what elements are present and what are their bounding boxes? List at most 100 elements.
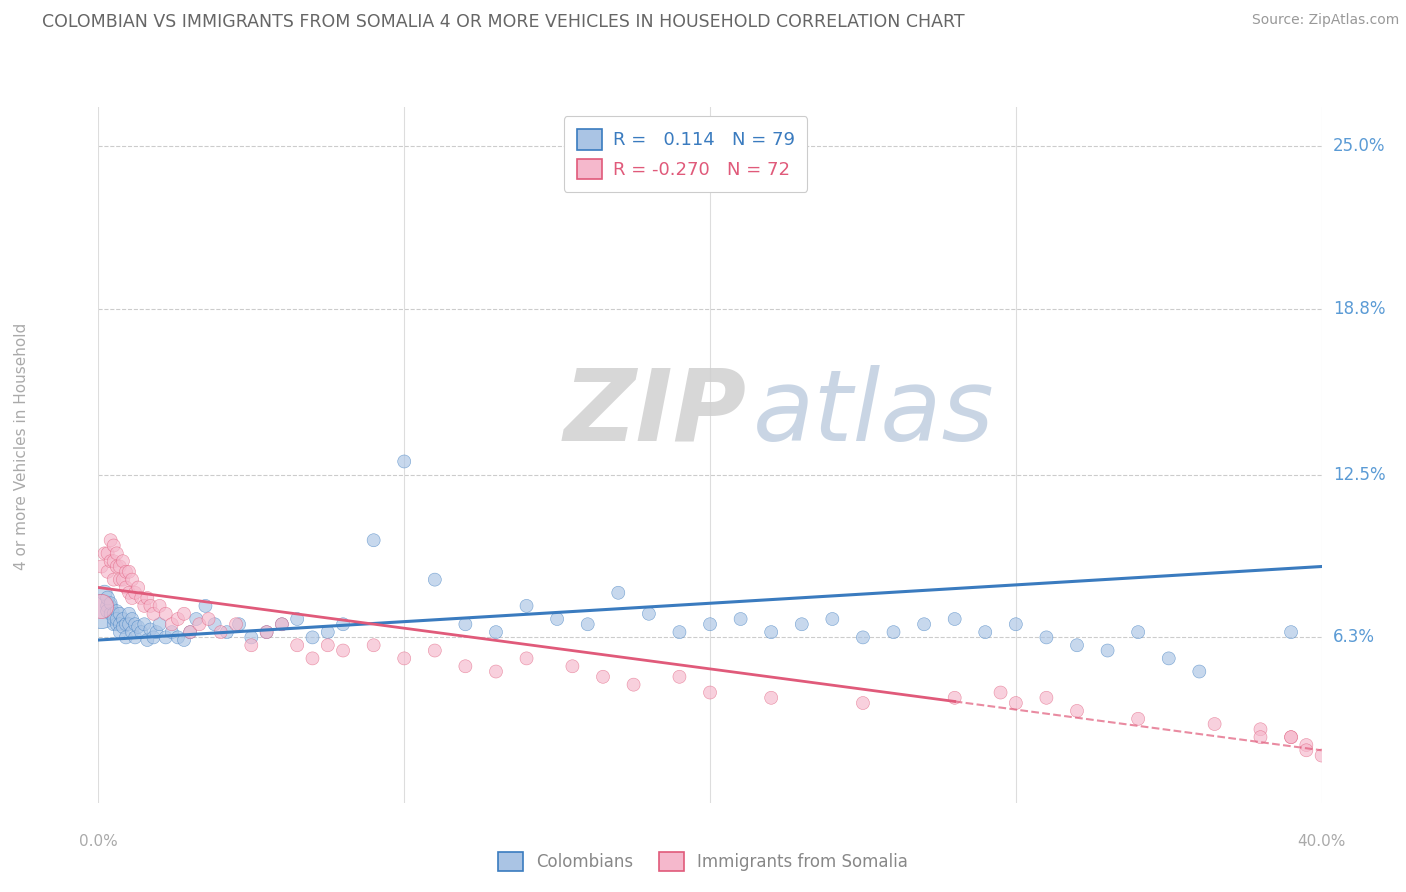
Point bbox=[270, 617, 292, 632]
Text: 25.0%: 25.0% bbox=[1333, 137, 1385, 155]
Point bbox=[454, 617, 477, 632]
Point bbox=[990, 685, 1012, 699]
Point bbox=[197, 612, 219, 626]
Point bbox=[97, 546, 120, 560]
Legend: Colombians, Immigrants from Somalia: Colombians, Immigrants from Somalia bbox=[489, 843, 917, 880]
Point bbox=[136, 633, 159, 648]
Point bbox=[363, 638, 385, 652]
Point bbox=[103, 554, 125, 568]
Point bbox=[129, 591, 152, 605]
Point bbox=[121, 573, 143, 587]
Point bbox=[155, 607, 177, 621]
Point bbox=[139, 623, 162, 637]
Point bbox=[821, 612, 844, 626]
Point bbox=[730, 612, 752, 626]
Point bbox=[103, 607, 125, 621]
Point bbox=[1128, 712, 1150, 726]
Point bbox=[1204, 717, 1226, 731]
Point bbox=[111, 612, 134, 626]
Point bbox=[240, 638, 263, 652]
Point bbox=[121, 625, 143, 640]
Point bbox=[93, 586, 115, 600]
Point bbox=[316, 638, 339, 652]
Point bbox=[301, 651, 323, 665]
Point bbox=[576, 617, 599, 632]
Point bbox=[97, 604, 120, 618]
Point bbox=[108, 559, 131, 574]
Point bbox=[423, 643, 446, 657]
Point bbox=[423, 573, 446, 587]
Text: 4 or more Vehicles in Household: 4 or more Vehicles in Household bbox=[14, 322, 28, 570]
Point bbox=[142, 607, 165, 621]
Point bbox=[108, 625, 131, 640]
Point bbox=[209, 625, 232, 640]
Point bbox=[194, 599, 217, 613]
Point bbox=[173, 633, 195, 648]
Point bbox=[129, 625, 152, 640]
Point bbox=[332, 617, 354, 632]
Text: 0.0%: 0.0% bbox=[79, 834, 118, 849]
Point bbox=[1279, 730, 1302, 744]
Point bbox=[974, 625, 997, 640]
Point bbox=[1249, 730, 1271, 744]
Point bbox=[546, 612, 568, 626]
Point bbox=[1035, 631, 1057, 645]
Point bbox=[316, 625, 339, 640]
Point bbox=[136, 591, 159, 605]
Point bbox=[912, 617, 935, 632]
Text: atlas: atlas bbox=[752, 365, 994, 462]
Point bbox=[1295, 743, 1317, 757]
Point bbox=[105, 559, 128, 574]
Point bbox=[103, 612, 125, 626]
Point bbox=[167, 612, 190, 626]
Point bbox=[111, 573, 134, 587]
Point bbox=[943, 690, 966, 705]
Point bbox=[145, 625, 167, 640]
Point bbox=[883, 625, 905, 640]
Point bbox=[225, 617, 247, 632]
Point bbox=[852, 696, 875, 710]
Point bbox=[759, 690, 782, 705]
Point bbox=[699, 617, 721, 632]
Point bbox=[97, 599, 120, 613]
Point bbox=[1004, 696, 1026, 710]
Point bbox=[124, 617, 146, 632]
Point bbox=[623, 678, 645, 692]
Text: Source: ZipAtlas.com: Source: ZipAtlas.com bbox=[1251, 13, 1399, 28]
Point bbox=[1295, 738, 1317, 752]
Point bbox=[392, 651, 416, 665]
Point bbox=[134, 617, 156, 632]
Point bbox=[179, 625, 201, 640]
Point bbox=[668, 670, 690, 684]
Point bbox=[124, 586, 146, 600]
Point bbox=[186, 612, 208, 626]
Point bbox=[115, 581, 138, 595]
Point bbox=[1310, 748, 1333, 763]
Point bbox=[285, 612, 308, 626]
Point bbox=[100, 533, 122, 548]
Point bbox=[256, 625, 278, 640]
Point bbox=[139, 599, 162, 613]
Point bbox=[173, 607, 195, 621]
Point bbox=[149, 617, 172, 632]
Text: 40.0%: 40.0% bbox=[1298, 834, 1346, 849]
Point bbox=[100, 554, 122, 568]
Point bbox=[790, 617, 813, 632]
Point bbox=[115, 617, 138, 632]
Point bbox=[485, 665, 508, 679]
Point bbox=[516, 599, 538, 613]
Point bbox=[668, 625, 690, 640]
Point bbox=[167, 631, 190, 645]
Point bbox=[240, 631, 263, 645]
Point bbox=[111, 620, 134, 634]
Point bbox=[115, 631, 138, 645]
Point bbox=[1157, 651, 1180, 665]
Point bbox=[561, 659, 583, 673]
Point bbox=[516, 651, 538, 665]
Point bbox=[392, 454, 416, 468]
Point bbox=[108, 607, 131, 621]
Point bbox=[301, 631, 323, 645]
Text: ZIP: ZIP bbox=[564, 365, 747, 462]
Text: 18.8%: 18.8% bbox=[1333, 301, 1385, 318]
Point bbox=[1035, 690, 1057, 705]
